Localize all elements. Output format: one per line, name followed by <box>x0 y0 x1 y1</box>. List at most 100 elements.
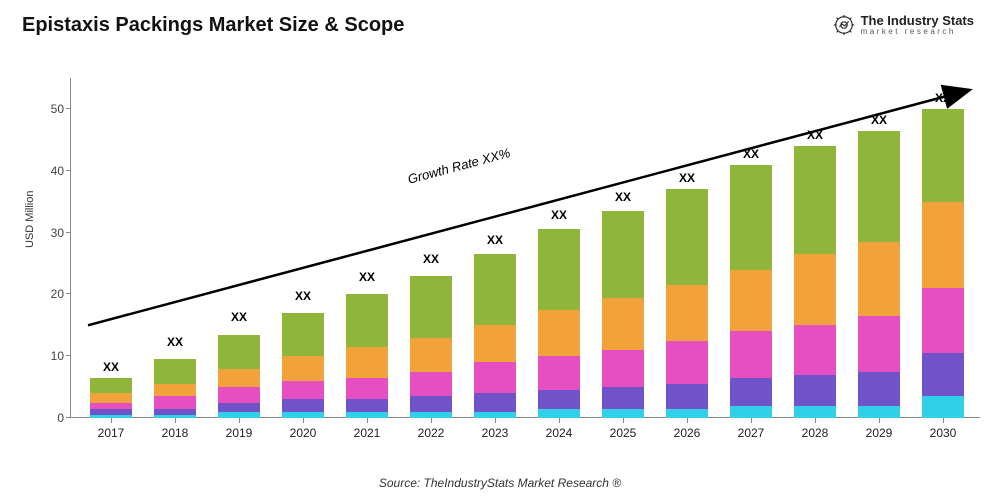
bar-segment <box>602 387 644 409</box>
chart-container: Epistaxis Packings Market Size & Scope T… <box>0 0 1000 500</box>
x-tick-label: 2026 <box>657 426 717 440</box>
bar-segment <box>218 387 260 402</box>
bar-segment <box>346 294 388 347</box>
x-tick <box>815 418 816 423</box>
bar-segment <box>218 369 260 388</box>
bar-segment <box>410 338 452 372</box>
bar-value-label: XX <box>858 113 900 127</box>
bar-segment <box>858 131 900 242</box>
bar-segment <box>858 372 900 406</box>
bar-group: XX <box>730 165 772 418</box>
y-tick <box>66 170 70 171</box>
bar-segment <box>218 403 260 412</box>
bar-segment <box>154 359 196 384</box>
bar-segment <box>730 406 772 418</box>
bar-segment <box>282 381 324 400</box>
x-tick <box>687 418 688 423</box>
bar-segment <box>410 276 452 338</box>
y-tick-label: 0 <box>30 411 64 425</box>
x-tick-label: 2029 <box>849 426 909 440</box>
bar-segment <box>794 254 836 325</box>
bar-segment <box>154 384 196 396</box>
x-tick <box>751 418 752 423</box>
x-tick-label: 2024 <box>529 426 589 440</box>
bar-segment <box>922 202 964 289</box>
bar-segment <box>858 242 900 316</box>
bar-segment <box>602 211 644 298</box>
x-tick <box>943 418 944 423</box>
x-tick-label: 2025 <box>593 426 653 440</box>
page-title: Epistaxis Packings Market Size & Scope <box>22 14 404 37</box>
x-tick <box>495 418 496 423</box>
bar-segment <box>218 335 260 369</box>
plot-area: XXXXXXXXXXXXXXXXXXXXXXXXXXXX Growth Rate… <box>70 78 980 418</box>
bar-value-label: XX <box>666 171 708 185</box>
bar-group: XX <box>858 131 900 418</box>
gear-icon <box>833 14 855 36</box>
bar-group: XX <box>218 335 260 418</box>
logo-text: The Industry Stats <box>861 14 974 27</box>
bar-segment <box>538 310 580 356</box>
y-tick-label: 40 <box>30 164 64 178</box>
bar-segment <box>282 313 324 356</box>
bar-group: XX <box>474 254 516 418</box>
bar-value-label: XX <box>602 190 644 204</box>
bar-group: XX <box>154 359 196 418</box>
bars-layer: XXXXXXXXXXXXXXXXXXXXXXXXXXXX <box>70 78 980 418</box>
x-tick-label: 2018 <box>145 426 205 440</box>
bar-segment <box>794 325 836 374</box>
bar-segment <box>346 378 388 400</box>
x-tick <box>175 418 176 423</box>
bar-segment <box>538 356 580 390</box>
bar-segment <box>666 409 708 418</box>
y-tick <box>66 293 70 294</box>
bar-segment <box>474 254 516 325</box>
x-tick <box>879 418 880 423</box>
x-tick-label: 2020 <box>273 426 333 440</box>
x-tick <box>559 418 560 423</box>
bar-segment <box>730 331 772 377</box>
bar-group: XX <box>794 146 836 418</box>
bar-segment <box>922 288 964 353</box>
bar-segment <box>538 409 580 418</box>
logo-subtext: market research <box>861 27 974 36</box>
bar-segment <box>794 406 836 418</box>
bar-value-label: XX <box>794 128 836 142</box>
bar-group: XX <box>538 229 580 418</box>
x-tick-label: 2023 <box>465 426 525 440</box>
y-tick-label: 10 <box>30 349 64 363</box>
x-tick <box>111 418 112 423</box>
y-tick-label: 50 <box>30 102 64 116</box>
bar-segment <box>474 362 516 393</box>
bar-segment <box>346 399 388 411</box>
bar-value-label: XX <box>730 147 772 161</box>
bar-segment <box>730 378 772 406</box>
bar-value-label: XX <box>538 208 580 222</box>
bar-segment <box>282 399 324 411</box>
bar-segment <box>90 393 132 402</box>
bar-segment <box>602 298 644 351</box>
bar-segment <box>922 353 964 396</box>
bar-segment <box>794 375 836 406</box>
bar-value-label: XX <box>474 233 516 247</box>
y-tick-label: 30 <box>30 226 64 240</box>
bar-segment <box>410 396 452 411</box>
bar-segment <box>730 165 772 270</box>
source-caption: Source: TheIndustryStats Market Research… <box>0 476 1000 490</box>
bar-segment <box>474 325 516 362</box>
bar-value-label: XX <box>154 335 196 349</box>
bar-segment <box>858 406 900 418</box>
bar-group: XX <box>602 211 644 418</box>
x-tick-label: 2027 <box>721 426 781 440</box>
bar-value-label: XX <box>90 360 132 374</box>
bar-group: XX <box>90 378 132 418</box>
bar-group: XX <box>922 109 964 418</box>
bar-segment <box>858 316 900 372</box>
y-tick <box>66 108 70 109</box>
bar-group: XX <box>282 313 324 418</box>
bar-segment <box>922 396 964 418</box>
bar-segment <box>282 356 324 381</box>
x-tick-label: 2021 <box>337 426 397 440</box>
bar-group: XX <box>410 276 452 418</box>
bar-group: XX <box>666 189 708 418</box>
